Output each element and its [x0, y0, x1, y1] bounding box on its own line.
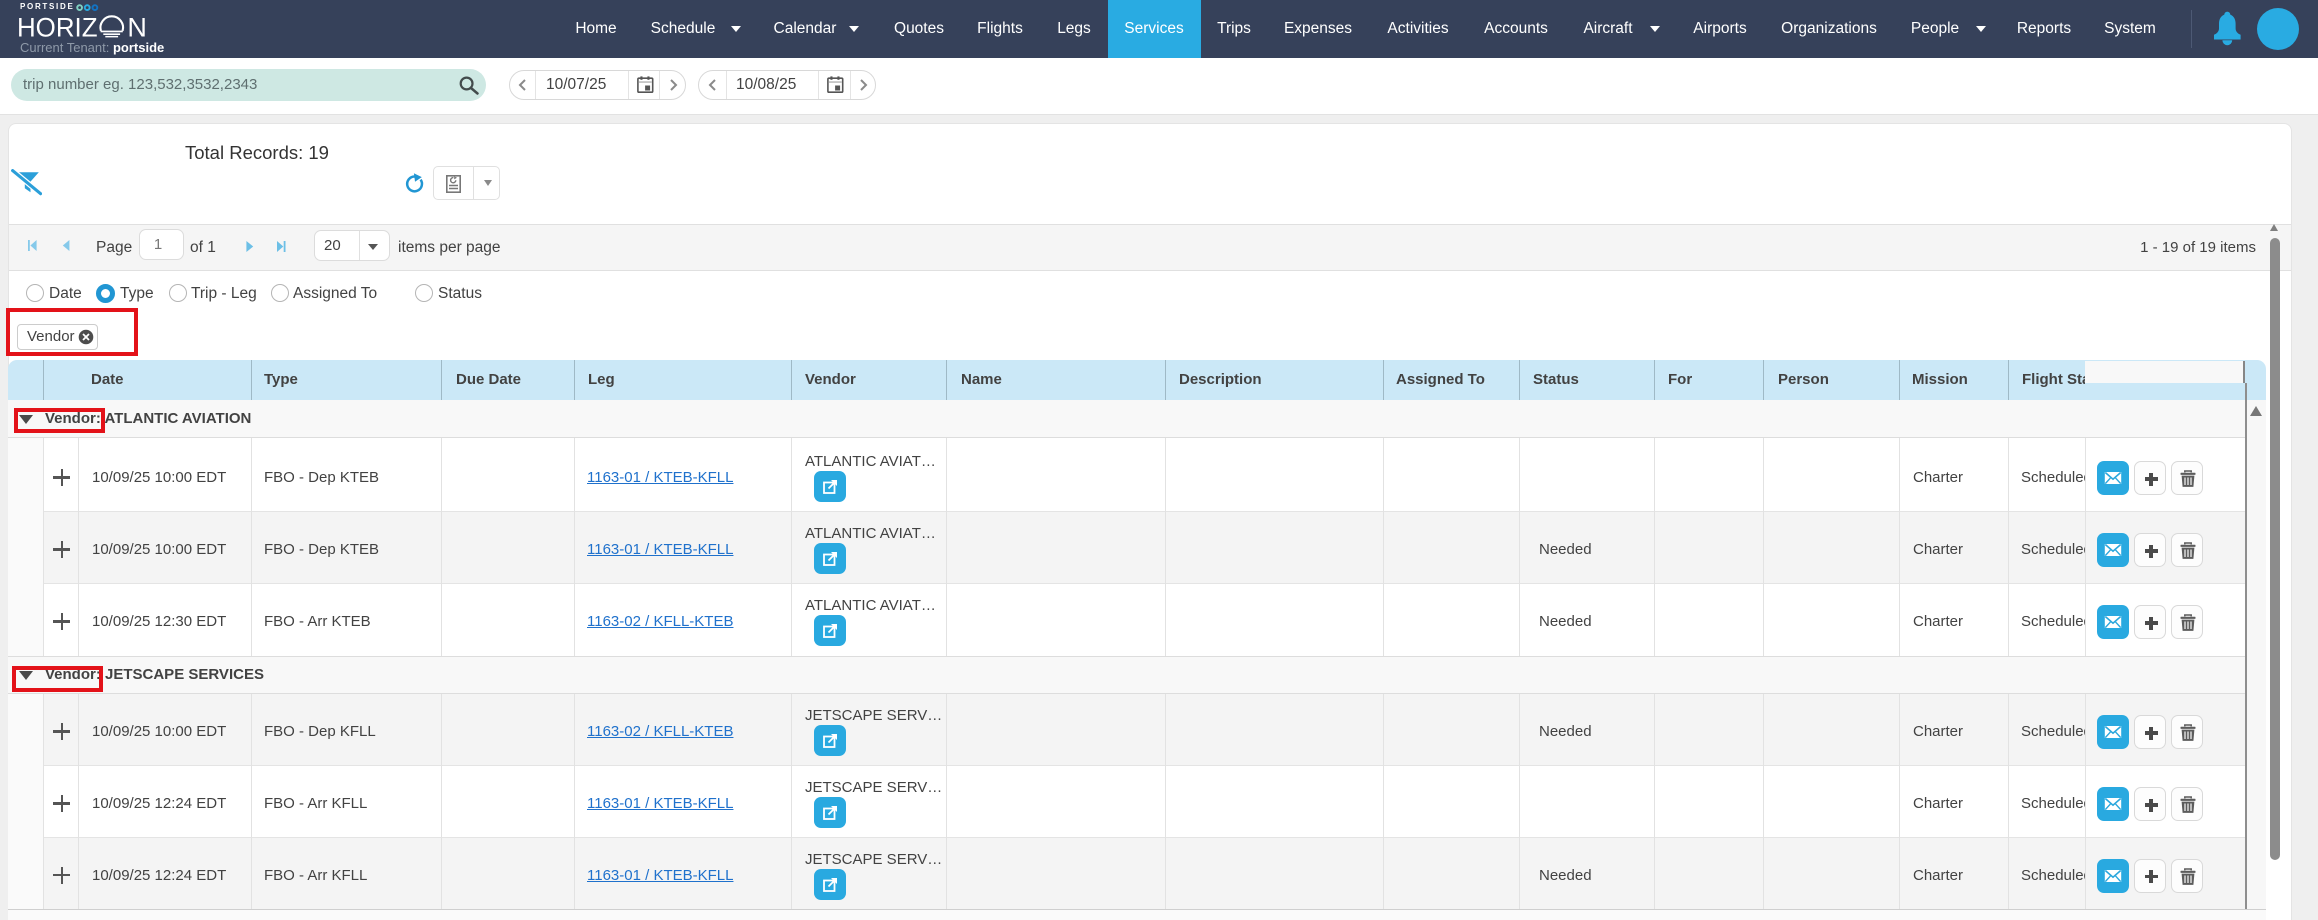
svg-text:N: N [127, 15, 146, 41]
svg-text:HORIZ: HORIZ [17, 15, 98, 41]
